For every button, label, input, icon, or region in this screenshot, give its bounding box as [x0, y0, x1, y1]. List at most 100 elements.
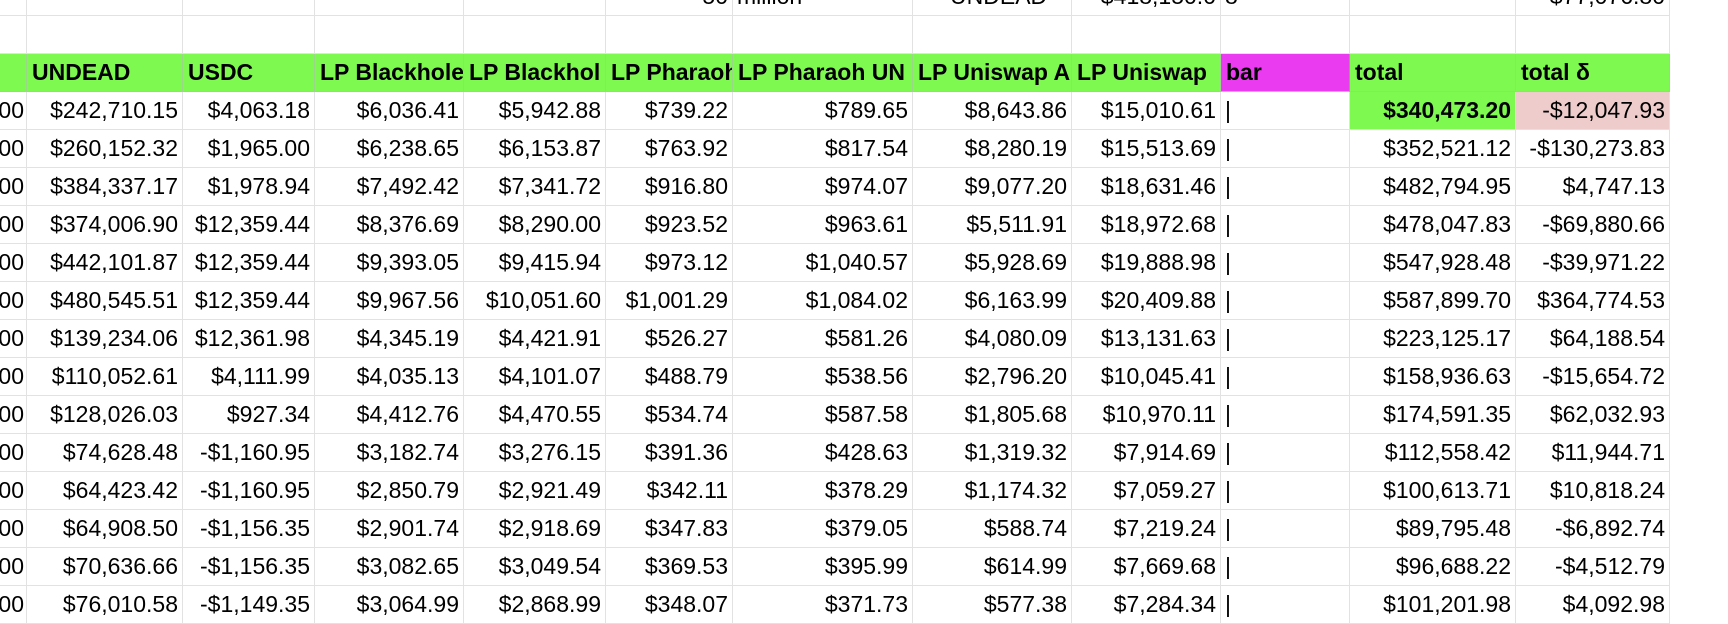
empty-cell[interactable] — [0, 16, 27, 54]
cell-prev[interactable]: 00 — [0, 510, 27, 548]
cell-lp-blackhole-1[interactable]: $4,412.76 — [315, 396, 464, 434]
cell-lp-uniswap-2[interactable]: $15,010.61 — [1072, 92, 1221, 130]
cell-lp-uniswap-2[interactable]: $15,513.69 — [1072, 130, 1221, 168]
cell-lp-pharaoh-1[interactable]: $348.07 — [606, 586, 733, 624]
top-row-cell[interactable] — [183, 0, 315, 16]
empty-cell[interactable] — [733, 16, 913, 54]
cell-prev[interactable]: 00 — [0, 92, 27, 130]
cell-lp-blackhole-1[interactable]: $9,393.05 — [315, 244, 464, 282]
cell-lp-pharaoh-1[interactable]: $534.74 — [606, 396, 733, 434]
cell-lp-blackhole-2[interactable]: $2,921.49 — [464, 472, 606, 510]
cell-lp-uniswap-1[interactable]: $2,796.20 — [913, 358, 1072, 396]
cell-undead[interactable]: $242,710.15 — [27, 92, 183, 130]
cell-usdc[interactable]: $12,359.44 — [183, 244, 315, 282]
cell-total[interactable]: $101,201.98 — [1350, 586, 1516, 624]
empty-cell[interactable] — [27, 16, 183, 54]
top-row-cell[interactable] — [0, 0, 27, 16]
cell-undead[interactable]: $139,234.06 — [27, 320, 183, 358]
cell-lp-uniswap-1[interactable]: $8,643.86 — [913, 92, 1072, 130]
cell-lp-blackhole-2[interactable]: $3,276.15 — [464, 434, 606, 472]
cell-lp-pharaoh-1[interactable]: $923.52 — [606, 206, 733, 244]
empty-cell[interactable] — [1516, 16, 1670, 54]
cell-lp-pharaoh-2[interactable]: $974.07 — [733, 168, 913, 206]
top-row-cell[interactable]: $418,150.0 — [1072, 0, 1221, 16]
header-bar[interactable]: bar — [1221, 54, 1350, 92]
cell-usdc[interactable]: -$1,160.95 — [183, 434, 315, 472]
cell-lp-uniswap-1[interactable]: $577.38 — [913, 586, 1072, 624]
cell-undead[interactable]: $384,337.17 — [27, 168, 183, 206]
empty-cell[interactable] — [1350, 16, 1516, 54]
cell-lp-pharaoh-2[interactable]: $371.73 — [733, 586, 913, 624]
cell-bar[interactable]: | — [1221, 434, 1350, 472]
cell-lp-uniswap-2[interactable]: $18,972.68 — [1072, 206, 1221, 244]
cell-usdc[interactable]: $1,965.00 — [183, 130, 315, 168]
cell-lp-blackhole-1[interactable]: $4,345.19 — [315, 320, 464, 358]
empty-cell[interactable] — [1072, 16, 1221, 54]
empty-cell[interactable] — [606, 16, 733, 54]
cell-total-delta[interactable]: -$4,512.79 — [1516, 548, 1670, 586]
cell-bar[interactable]: | — [1221, 244, 1350, 282]
cell-lp-uniswap-1[interactable]: $5,928.69 — [913, 244, 1072, 282]
cell-lp-pharaoh-2[interactable]: $963.61 — [733, 206, 913, 244]
cell-prev[interactable]: 00 — [0, 168, 27, 206]
cell-lp-pharaoh-2[interactable]: $581.26 — [733, 320, 913, 358]
cell-total[interactable]: $89,795.48 — [1350, 510, 1516, 548]
cell-bar[interactable]: | — [1221, 358, 1350, 396]
cell-lp-pharaoh-2[interactable]: $428.63 — [733, 434, 913, 472]
cell-lp-uniswap-2[interactable]: $7,219.24 — [1072, 510, 1221, 548]
cell-total[interactable]: $112,558.42 — [1350, 434, 1516, 472]
cell-prev[interactable]: 00 — [0, 472, 27, 510]
cell-total-delta[interactable]: -$39,971.22 — [1516, 244, 1670, 282]
cell-total-delta[interactable]: $10,818.24 — [1516, 472, 1670, 510]
cell-undead[interactable]: $64,908.50 — [27, 510, 183, 548]
cell-bar[interactable]: | — [1221, 206, 1350, 244]
cell-lp-uniswap-2[interactable]: $7,914.69 — [1072, 434, 1221, 472]
cell-prev[interactable]: 00 — [0, 586, 27, 624]
cell-undead[interactable]: $480,545.51 — [27, 282, 183, 320]
cell-lp-pharaoh-1[interactable]: $526.27 — [606, 320, 733, 358]
cell-total[interactable]: $482,794.95 — [1350, 168, 1516, 206]
cell-total[interactable]: $100,613.71 — [1350, 472, 1516, 510]
cell-prev[interactable]: 00 — [0, 130, 27, 168]
cell-total[interactable]: $352,521.12 — [1350, 130, 1516, 168]
cell-lp-blackhole-2[interactable]: $10,051.60 — [464, 282, 606, 320]
cell-lp-pharaoh-2[interactable]: $789.65 — [733, 92, 913, 130]
header-undead[interactable]: UNDEAD — [27, 54, 183, 92]
cell-bar[interactable]: | — [1221, 548, 1350, 586]
cell-lp-pharaoh-2[interactable]: $1,040.57 — [733, 244, 913, 282]
empty-cell[interactable] — [183, 16, 315, 54]
cell-lp-uniswap-2[interactable]: $18,631.46 — [1072, 168, 1221, 206]
cell-lp-uniswap-2[interactable]: $7,059.27 — [1072, 472, 1221, 510]
cell-lp-uniswap-2[interactable]: $19,888.98 — [1072, 244, 1221, 282]
header-total-delta[interactable]: total δ — [1516, 54, 1670, 92]
cell-lp-blackhole-1[interactable]: $3,182.74 — [315, 434, 464, 472]
cell-lp-blackhole-2[interactable]: $4,470.55 — [464, 396, 606, 434]
cell-prev[interactable]: 00 — [0, 282, 27, 320]
cell-lp-uniswap-2[interactable]: $10,970.11 — [1072, 396, 1221, 434]
header-usdc[interactable]: USDC — [183, 54, 315, 92]
top-row-cell[interactable]: 50 — [606, 0, 733, 16]
header-lp-blackhole-2[interactable]: LP Blackhol — [464, 54, 606, 92]
cell-lp-pharaoh-1[interactable]: $916.80 — [606, 168, 733, 206]
cell-lp-uniswap-1[interactable]: $588.74 — [913, 510, 1072, 548]
cell-usdc[interactable]: -$1,156.35 — [183, 548, 315, 586]
cell-total-delta[interactable]: $11,944.71 — [1516, 434, 1670, 472]
cell-bar[interactable]: | — [1221, 396, 1350, 434]
empty-cell[interactable] — [1221, 16, 1350, 54]
cell-lp-blackhole-2[interactable]: $6,153.87 — [464, 130, 606, 168]
cell-lp-blackhole-2[interactable]: $5,942.88 — [464, 92, 606, 130]
cell-prev[interactable]: 00 — [0, 358, 27, 396]
cell-bar[interactable]: | — [1221, 282, 1350, 320]
cell-lp-uniswap-2[interactable]: $10,045.41 — [1072, 358, 1221, 396]
cell-lp-blackhole-1[interactable]: $9,967.56 — [315, 282, 464, 320]
top-row-cell[interactable]: -$77,076.80 — [1516, 0, 1670, 16]
cell-prev[interactable]: 00 — [0, 434, 27, 472]
cell-undead[interactable]: $260,152.32 — [27, 130, 183, 168]
cell-usdc[interactable]: $1,978.94 — [183, 168, 315, 206]
cell-prev[interactable]: 00 — [0, 548, 27, 586]
cell-total[interactable]: $96,688.22 — [1350, 548, 1516, 586]
cell-usdc[interactable]: $12,361.98 — [183, 320, 315, 358]
empty-cell[interactable] — [464, 16, 606, 54]
cell-usdc[interactable]: -$1,160.95 — [183, 472, 315, 510]
cell-prev[interactable]: 00 — [0, 244, 27, 282]
